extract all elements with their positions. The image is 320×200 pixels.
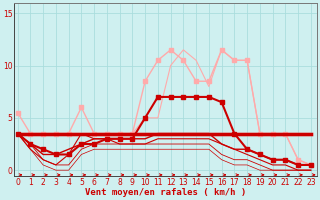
X-axis label: Vent moyen/en rafales ( km/h ): Vent moyen/en rafales ( km/h ) [85, 188, 246, 197]
